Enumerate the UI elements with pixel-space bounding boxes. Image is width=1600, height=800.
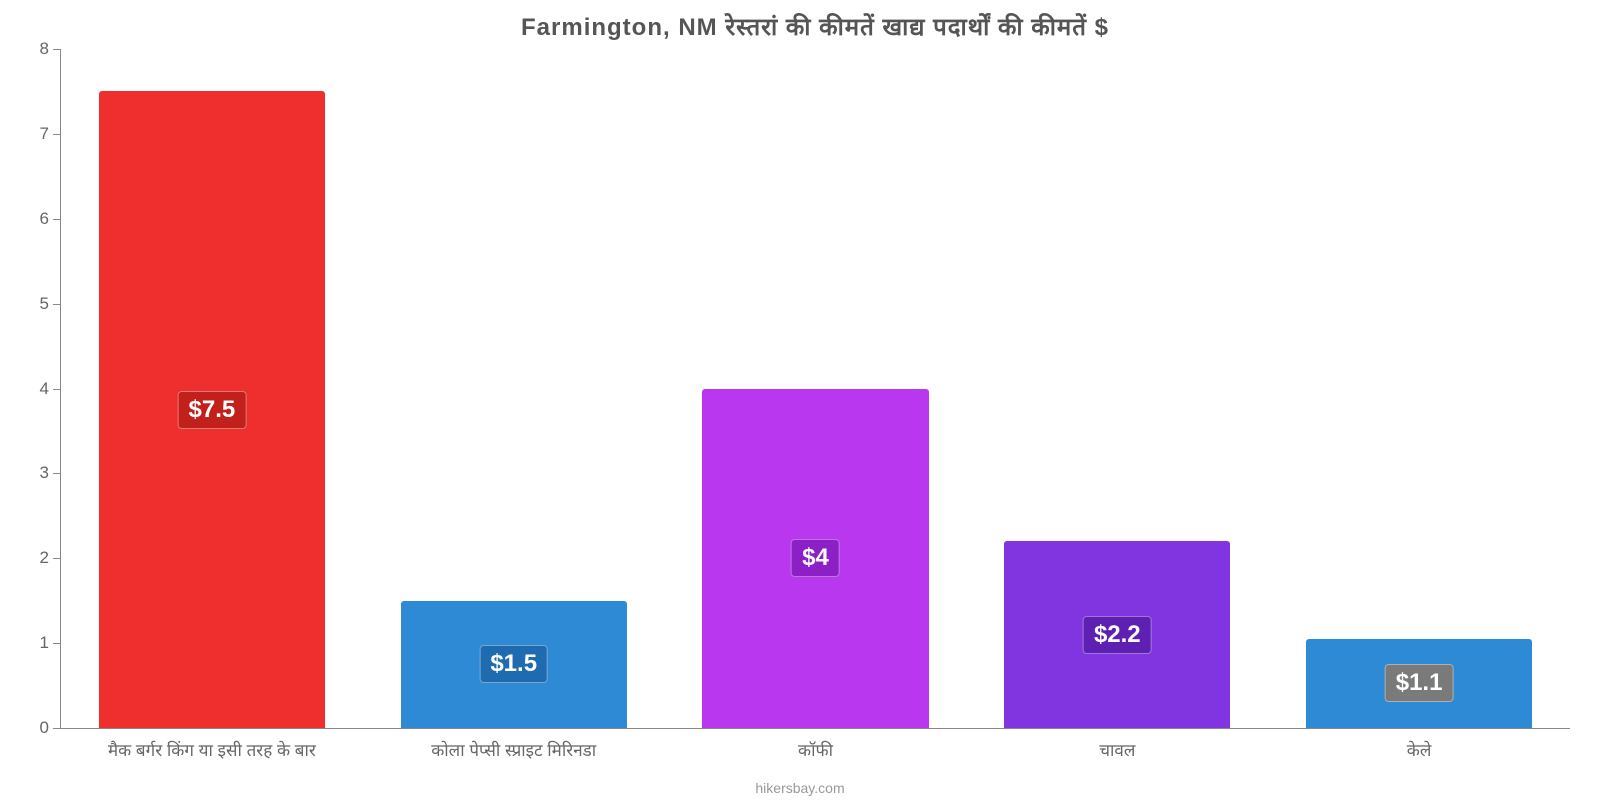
x-tick-label: कॉफी	[798, 728, 833, 761]
y-tick-label: 0	[40, 718, 61, 738]
bar-value-label: $1.1	[1385, 664, 1454, 702]
x-tick-label: मैक बर्गर किंग या इसी तरह के बार	[108, 728, 316, 761]
plot-area: 012345678$7.5मैक बर्गर किंग या इसी तरह क…	[60, 49, 1570, 729]
bar: $7.5	[99, 91, 325, 728]
y-tick-label: 2	[40, 548, 61, 568]
bar: $2.2	[1004, 541, 1230, 728]
attribution: hikersbay.com	[755, 780, 844, 796]
bar: $4	[702, 389, 928, 729]
chart-title: Farmington, NM रेस्तरां की कीमतें खाद्य …	[60, 10, 1570, 43]
x-tick-label: कोला पेप्सी स्प्राइट मिरिनडा	[431, 728, 596, 761]
y-tick-label: 6	[40, 209, 61, 229]
x-tick-label: केले	[1407, 728, 1432, 761]
bar-value-label: $2.2	[1083, 616, 1152, 654]
bar: $1.5	[401, 601, 627, 728]
y-tick-label: 4	[40, 379, 61, 399]
y-tick-label: 3	[40, 463, 61, 483]
x-tick-label: चावल	[1099, 728, 1135, 761]
bar-value-label: $4	[791, 539, 840, 577]
y-tick-label: 1	[40, 633, 61, 653]
price-chart: Farmington, NM रेस्तरां की कीमतें खाद्य …	[0, 0, 1600, 800]
bar-value-label: $1.5	[479, 645, 548, 683]
y-tick-label: 7	[40, 124, 61, 144]
bar-value-label: $7.5	[178, 391, 247, 429]
y-tick-label: 5	[40, 294, 61, 314]
y-tick-label: 8	[40, 39, 61, 59]
bar: $1.1	[1306, 639, 1532, 728]
